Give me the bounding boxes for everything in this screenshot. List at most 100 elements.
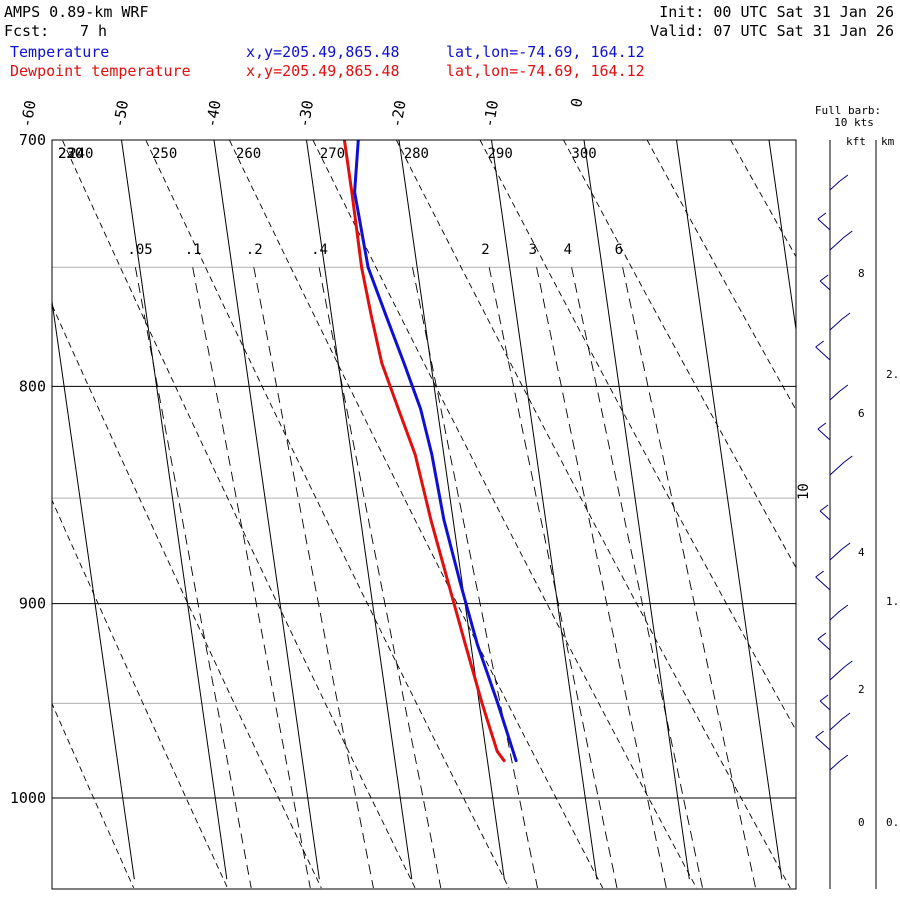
wind-panel-kft-label: kft — [846, 135, 866, 148]
wind-barb-flag — [843, 660, 853, 668]
isotherm-line — [213, 140, 320, 880]
mixing-ratio-label: .05 — [127, 242, 152, 258]
wind-barb — [829, 390, 841, 401]
mixing-ratio-label: 3 — [529, 242, 537, 258]
header-init: Init: 00 UTC Sat 31 Jan 26 — [659, 3, 894, 21]
theta-label: 240 — [68, 146, 93, 162]
theta-label: 280 — [404, 146, 429, 162]
isotherm-label: -40 — [202, 99, 224, 129]
wind-barb-flag — [819, 274, 829, 282]
mixing-ratio-label: .1 — [185, 242, 202, 258]
dry-adiabat-line — [52, 499, 228, 889]
theta-label: 260 — [236, 146, 261, 162]
wind-barb — [815, 736, 831, 751]
wind-barb-flag — [839, 604, 849, 612]
kft-tick-0: 0 — [858, 816, 865, 829]
mixing-ratio-label: .2 — [246, 242, 263, 258]
km-tick-2: 2. — [886, 368, 899, 381]
pressure-label-800: 800 — [19, 377, 46, 395]
wind-barb-flag — [843, 230, 853, 238]
isotherm-label: -10 — [480, 99, 502, 129]
header-fcst-value: 7 h — [80, 22, 107, 40]
dry-adiabat-line — [228, 140, 604, 889]
mixing-ratio-line — [622, 267, 757, 889]
wind-barb — [815, 576, 831, 591]
dry-adiabat-line — [52, 303, 322, 889]
wind-barb — [817, 638, 831, 651]
wind-barb-flag — [815, 570, 825, 578]
kft-tick-2: 2 — [858, 683, 865, 696]
wind-barb — [829, 180, 841, 191]
mixing-ratio-label: .4 — [311, 242, 328, 258]
wind-side-label: 10 — [796, 483, 812, 500]
wind-panel: Full barb: 10 kts kft km 8 6 4 2 0 2. 1.… — [796, 104, 899, 889]
wind-barb — [817, 218, 831, 231]
kft-tick-4: 4 — [858, 546, 865, 559]
wind-barb — [829, 610, 841, 621]
dry-adiabat-line — [0, 114, 40, 889]
legend-temperature-xy: x,y=205.49,865.48 — [246, 43, 400, 61]
isotherm-line — [121, 140, 228, 880]
temperature-line — [353, 140, 518, 763]
mixing-ratio-label: 4 — [564, 242, 572, 258]
isotherm-label: -20 — [387, 99, 409, 129]
plot-frame — [51, 139, 797, 890]
legend-temperature-name: Temperature — [10, 43, 109, 61]
wind-barb-flag — [817, 422, 827, 430]
mixing-ratio-line — [571, 267, 703, 889]
wind-barb — [817, 428, 831, 441]
theta-label: 270 — [320, 146, 345, 162]
dry-adiabat-line — [479, 140, 796, 732]
wind-barb-flag — [815, 730, 825, 738]
wind-barb — [829, 236, 845, 251]
sounding-series — [342, 140, 518, 763]
isotherm-line — [676, 140, 783, 880]
wind-barb — [819, 280, 831, 291]
wind-barb-flag — [819, 694, 829, 702]
isotherm-line — [0, 140, 42, 879]
wind-barb-flag — [815, 340, 825, 348]
wind-panel-km-label: km — [881, 135, 895, 148]
kft-tick-6: 6 — [858, 407, 865, 420]
wind-barb — [819, 510, 831, 521]
legend-dewpoint-xy: x,y=205.49,865.48 — [246, 62, 400, 80]
isotherm-line — [491, 140, 598, 880]
wind-barb-flag — [841, 542, 851, 550]
wind-barb-flag — [817, 212, 827, 220]
legend-dewpoint-latlon: lat,lon=-74.69, 164.12 — [446, 62, 645, 80]
km-tick-1: 1. — [886, 595, 899, 608]
theta-label: 250 — [152, 146, 177, 162]
header-valid: Valid: 07 UTC Sat 31 Jan 26 — [650, 22, 894, 40]
wind-barb-flag — [839, 384, 849, 392]
wind-barb — [815, 346, 831, 361]
wind-barbs — [815, 174, 853, 771]
wind-barb-flag — [841, 312, 851, 320]
isotherm-line — [52, 297, 135, 880]
isotherm-label: 0 — [567, 97, 586, 109]
wind-barb-flag — [841, 712, 851, 720]
wind-barb — [829, 461, 845, 476]
header-title: AMPS 0.89-km WRF — [4, 3, 149, 21]
pressure-label-700: 700 — [19, 131, 46, 149]
isotherm-label: -50 — [110, 99, 132, 129]
wind-barb-flag — [839, 754, 849, 762]
legend-temperature-latlon: lat,lon=-74.69, 164.12 — [446, 43, 645, 61]
isotherm-line — [306, 140, 413, 880]
mixing-ratio-line — [412, 267, 538, 889]
mixing-ratio-line — [488, 267, 618, 889]
theta-label: 300 — [571, 146, 596, 162]
pressure-label-900: 900 — [19, 595, 46, 613]
dry-adiabat-line — [52, 702, 135, 889]
chart-labels: -70-60-50-40-30-20-100220230240250260270… — [17, 97, 623, 258]
isotherm-label: -30 — [295, 99, 317, 129]
isobars: 700 800 900 1000 — [10, 131, 796, 807]
mixing-ratio-label: 2 — [481, 242, 489, 258]
background-lines — [0, 114, 900, 889]
isotherm-line — [768, 140, 796, 334]
pressure-label-1000: 1000 — [10, 789, 46, 807]
wind-barb — [829, 666, 845, 681]
isotherm-label: -60 — [17, 99, 39, 129]
mixing-ratio-line — [192, 267, 311, 889]
dry-adiabat-line — [799, 114, 900, 889]
